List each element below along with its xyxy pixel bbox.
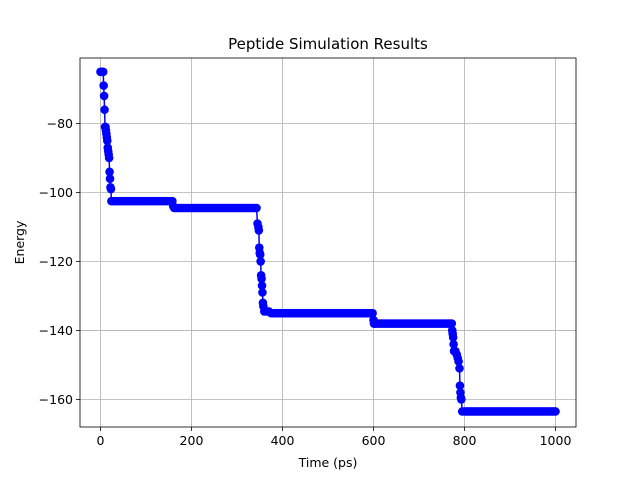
data-point [103,136,112,146]
data-point [252,203,261,213]
x-tick-label: 400 [271,433,295,448]
data-point [457,395,466,404]
ticks: 0 200 400 600 800 1000 −80 −100 −120 −140 −160 [39,116,572,448]
x-tick-label: 200 [180,433,204,448]
series-line [100,71,556,413]
data-point [100,105,109,115]
data-point [455,381,465,390]
x-tick-label: 0 [97,433,105,448]
y-tick-label: −140 [39,323,73,338]
data-point [258,288,267,297]
x-tick-label: 1000 [540,433,572,448]
series-layer [96,67,560,416]
x-axis-label: Time (ps) [298,455,358,470]
data-point [447,319,457,328]
data-point [368,308,377,318]
data-point [106,184,116,194]
data-point [255,250,265,259]
data-point [257,281,267,290]
data-point [454,357,463,366]
data-point [105,174,115,183]
y-tick-label: −80 [47,116,73,131]
data-point [257,274,266,284]
y-axis-label: Energy [12,220,27,264]
data-point [104,153,114,163]
data-point [448,333,458,342]
data-point [455,364,464,373]
data-point [105,167,114,177]
data-point [99,91,109,101]
chart-title: Peptide Simulation Results [228,35,428,53]
grid [80,58,576,427]
data-point [551,407,560,416]
plot-frame [79,57,577,428]
data-point [256,257,265,266]
data-point [98,67,108,77]
x-tick-label: 600 [362,433,386,448]
y-tick-label: −120 [39,254,73,269]
data-point [254,226,264,235]
y-tick-label: −100 [39,185,73,200]
x-tick-label: 800 [453,433,477,448]
y-tick-label: −160 [39,392,73,407]
data-point [99,81,108,90]
data-point [449,339,458,349]
